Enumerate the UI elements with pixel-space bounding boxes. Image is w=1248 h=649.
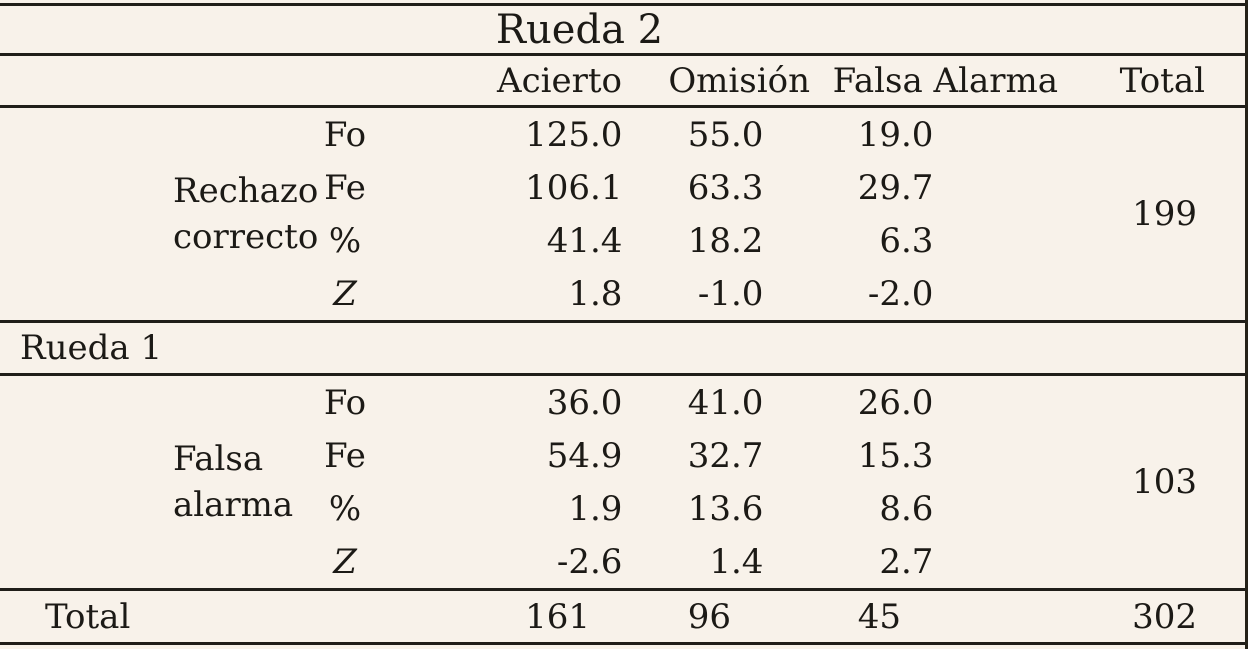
table-rule: [0, 105, 1245, 108]
value-cell-falsa-alarma: 29.7: [857, 167, 934, 208]
value-cell-falsa-alarma: -2.0: [867, 273, 934, 314]
value-cell-omision: 41.0: [687, 382, 764, 423]
total-cell-falsa-alarma: 45: [857, 596, 901, 637]
row-group-label-line: correcto: [173, 217, 319, 257]
group-rechazo-correcto: Rechazo correcto Fo 125.0 55.0 19.0 Fe 1…: [0, 108, 1245, 320]
group-total-cell: 103: [1132, 462, 1197, 502]
value-cell-acierto: 125.0: [525, 114, 623, 155]
row-group-label-line: Falsa: [173, 439, 264, 479]
stat-label-fe: Fe: [324, 167, 366, 208]
stat-label-fo: Fo: [323, 382, 367, 423]
total-cell-omision: 96: [687, 596, 731, 637]
stat-label-percent: %: [328, 488, 362, 529]
value-cell-falsa-alarma: 8.6: [879, 488, 934, 529]
table-rule: [0, 53, 1245, 56]
grand-total-row: Total 161 96 45 302: [0, 591, 1245, 642]
row-group-label: Falsa alarma: [165, 376, 305, 588]
column-header-row: Acierto Omisión Falsa Alarma Total: [0, 56, 1245, 105]
col-header-acierto: Acierto: [497, 60, 622, 101]
value-cell-omision: 32.7: [687, 435, 764, 476]
row-group-label-line: Rechazo: [173, 171, 319, 211]
col-header-total: Total: [1119, 60, 1205, 101]
stat-label-percent: %: [328, 220, 362, 261]
value-cell-omision: 55.0: [687, 114, 764, 155]
table-rule-top: [0, 3, 1245, 6]
value-cell-falsa-alarma: 15.3: [857, 435, 934, 476]
value-cell-falsa-alarma: 26.0: [857, 382, 934, 423]
value-cell-acierto: 36.0: [546, 382, 623, 423]
stat-label-z: Z: [333, 273, 357, 314]
stat-label-fe: Fe: [324, 435, 366, 476]
value-cell-omision: 63.3: [687, 167, 764, 208]
col-header-falsa-alarma: Falsa Alarma: [832, 60, 1058, 101]
section-label: Rueda 1: [20, 328, 163, 368]
table-rule: [0, 588, 1245, 591]
value-cell-falsa-alarma: 6.3: [879, 220, 934, 261]
value-cell-omision: -1.0: [697, 273, 764, 314]
col-header-omision: Omisión: [668, 60, 810, 101]
table-title: Rueda 2: [495, 6, 664, 53]
value-cell-omision: 13.6: [687, 488, 764, 529]
value-cell-omision: 1.4: [709, 541, 764, 582]
section-header-row: Rueda 1: [0, 323, 1245, 373]
table-rule: [0, 373, 1245, 376]
group-total-cell: 199: [1132, 194, 1197, 234]
value-cell-acierto: -2.6: [556, 541, 623, 582]
total-cell-total: 302: [1132, 596, 1197, 637]
value-cell-acierto: 1.8: [568, 273, 623, 314]
value-cell-falsa-alarma: 19.0: [857, 114, 934, 155]
total-cell-acierto: 161: [525, 596, 590, 637]
grand-total-label: Total: [45, 596, 131, 637]
row-group-label-line: alarma: [173, 485, 294, 525]
stat-label-z: Z: [333, 541, 357, 582]
value-cell-acierto: 54.9: [546, 435, 623, 476]
value-cell-acierto: 106.1: [525, 167, 623, 208]
value-cell-acierto: 1.9: [568, 488, 623, 529]
value-cell-omision: 18.2: [687, 220, 764, 261]
group-falsa-alarma: Falsa alarma Fo 36.0 41.0 26.0 Fe 54.9 3…: [0, 376, 1245, 588]
value-cell-falsa-alarma: 2.7: [879, 541, 934, 582]
stat-label-fo: Fo: [323, 114, 367, 155]
row-group-label: Rechazo correcto: [165, 108, 319, 320]
table-rule-bottom: [0, 642, 1245, 645]
table-title-row: Rueda 2: [0, 6, 1245, 53]
value-cell-acierto: 41.4: [546, 220, 623, 261]
table-rule: [0, 320, 1245, 323]
